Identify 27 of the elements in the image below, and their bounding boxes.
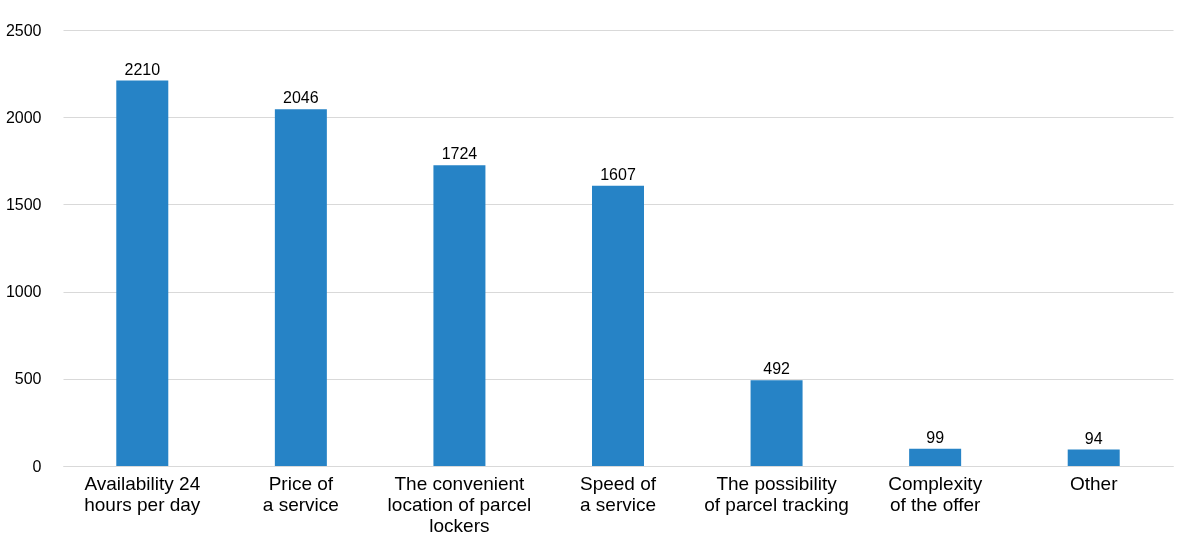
data-label: 99 [926,428,945,446]
data-label: 1607 [600,165,636,183]
x-tick-label: Other [1069,472,1119,494]
x-tick-label: The convenient location of parcel lockers [387,472,532,536]
x-tick-label: Speed of a service [579,472,657,515]
x-tick-label: Availability 24 hours per day [84,472,201,515]
x-tick-label: The possibility of parcel tracking [704,472,849,515]
bar [592,185,644,466]
y-tick-label: 2500 [5,21,42,39]
y-tick-label: 2000 [5,108,42,126]
y-tick-label: 1500 [5,195,42,213]
bar [274,109,327,466]
y-tick-label: 0 [32,457,42,475]
data-label: 492 [763,360,791,378]
y-tick-label: 500 [14,370,42,388]
data-label: 2046 [283,89,319,107]
bar [750,380,803,466]
data-label: 94 [1084,429,1103,447]
bar [116,80,169,466]
x-tick-label: Price of a service [262,472,339,515]
x-tick-label: Complexity of the offer [888,472,983,515]
bar [433,165,486,466]
data-label: 2210 [124,60,161,78]
data-label: 1724 [441,145,478,163]
y-tick-label: 1000 [5,283,42,301]
bar [909,448,962,466]
bar [1067,449,1120,466]
